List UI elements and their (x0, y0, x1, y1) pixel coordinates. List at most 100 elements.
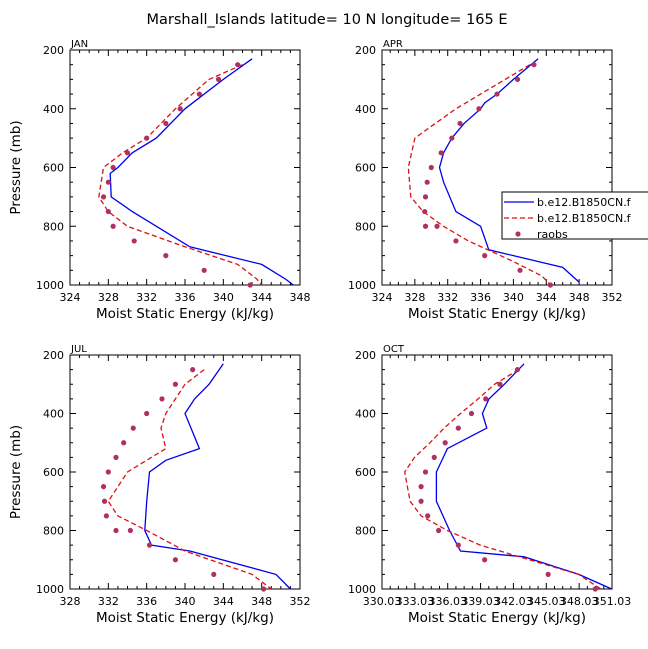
raobs-point (531, 62, 537, 68)
x-axis-label: Moist Static Energy (kJ/kg) (408, 306, 586, 322)
y-tick-label: 400 (43, 408, 64, 421)
x-tick-label: 332 (98, 595, 119, 608)
raobs-point (131, 238, 137, 244)
raobs-point (431, 454, 437, 460)
raobs-point (163, 253, 169, 259)
x-tick-label: 352 (602, 291, 623, 304)
panel-title: OCT (383, 344, 405, 355)
x-tick-label: 340 (175, 595, 196, 608)
y-tick-label: 600 (43, 162, 64, 175)
model-series-dashed-line (107, 369, 272, 590)
raobs-point (468, 410, 475, 417)
y-tick-label: 400 (43, 103, 64, 116)
raobs-point (514, 76, 521, 82)
x-tick-label: 344 (536, 291, 557, 304)
raobs-point (494, 91, 500, 97)
legend-label: b.e12.B1850CN.f (537, 212, 632, 225)
panel-oct: 330.03333.03336.03339.03342.03345.03348.… (348, 344, 631, 626)
raobs-point (163, 120, 169, 127)
x-tick-label: 336 (470, 291, 491, 304)
raobs-point (434, 223, 440, 229)
x-axis-label: Moist Static Energy (kJ/kg) (96, 610, 274, 626)
raobs-point (428, 164, 434, 171)
raobs-point (144, 410, 150, 417)
y-tick-label: 200 (355, 349, 376, 362)
raobs-point (124, 150, 131, 156)
raobs-point (130, 425, 136, 431)
x-tick-label: 330.03 (363, 595, 402, 608)
x-tick-label: 328 (404, 291, 425, 304)
raobs-point (514, 367, 521, 373)
raobs-point (100, 194, 107, 200)
x-tick-label: 344 (213, 595, 234, 608)
raobs-point (425, 513, 431, 519)
panel-jul: 328 332 336 340 344 348 352 200 400 600 800 1000 JUL… (8, 344, 311, 626)
y-tick-label: 1000 (36, 583, 64, 596)
legend: b.e12.B1850CN.f b.e12.B1850CN.f raobs (501, 191, 648, 241)
raobs-point (211, 571, 217, 577)
panel-title: APR (383, 39, 403, 50)
model-series-solid-line (435, 363, 612, 590)
x-tick-label: 352 (290, 595, 311, 608)
y-tick-label: 200 (43, 349, 64, 362)
x-axis-label: Moist Static Energy (kJ/kg) (408, 610, 586, 626)
y-tick-label: 800 (43, 525, 64, 538)
x-tick-label: 328 (60, 595, 81, 608)
legend-dot-marker (515, 231, 521, 237)
x-tick-label: 324 (372, 291, 393, 304)
x-tick-label: 332 (437, 291, 458, 304)
panel-title: JAN (70, 39, 88, 50)
y-tick-label: 400 (355, 408, 376, 421)
raobs-point (196, 91, 202, 97)
x-tick-label: 339.03 (461, 595, 500, 608)
y-tick-label: 1000 (348, 583, 376, 596)
x-tick-label: 351.03 (593, 595, 632, 608)
raobs-point (260, 586, 267, 592)
y-axis-label: Pressure (mb) (8, 120, 24, 214)
panel-jan: 324 328 332 336 340 344 348 200 400 600 800 1000 JAN… (8, 39, 311, 322)
x-tick-label: 336 (175, 291, 196, 304)
model-series-solid-line (144, 363, 291, 590)
raobs-point (101, 498, 108, 504)
x-tick-label: 333.03 (396, 595, 435, 608)
y-axis-label: Pressure (mb) (8, 425, 24, 519)
x-tick-label: 348 (251, 595, 272, 608)
raobs-point (105, 179, 111, 185)
raobs-point (545, 571, 551, 577)
raobs-point (247, 282, 253, 288)
model-series-solid-line (438, 58, 580, 283)
raobs-point (100, 484, 107, 490)
x-tick-label: 328 (98, 291, 119, 304)
raobs-point (457, 120, 463, 127)
plot-frame (69, 49, 301, 286)
raobs-point (453, 238, 459, 244)
panel-apr: 324 328 332 336 340 344 348 352 200 400 600 800 1000… (348, 39, 623, 322)
raobs-point (177, 106, 183, 112)
y-tick-label: 600 (355, 162, 376, 175)
x-tick-label: 340 (503, 291, 524, 304)
x-tick-label: 348 (569, 291, 590, 304)
y-tick-label: 400 (355, 103, 376, 116)
raobs-point (517, 267, 523, 273)
legend-label: raobs (537, 228, 568, 241)
x-tick-label: 345.03 (527, 595, 566, 608)
raobs-point (455, 542, 461, 548)
raobs-point (497, 381, 503, 387)
raobs-point (201, 267, 207, 273)
raobs-point (105, 208, 111, 215)
raobs-point (144, 135, 150, 141)
y-tick-label: 800 (355, 525, 376, 538)
raobs-point (418, 498, 424, 504)
y-tick-label: 600 (355, 466, 376, 479)
x-tick-label: 342.03 (494, 595, 533, 608)
y-tick-label: 200 (355, 44, 376, 57)
x-tick-label: 332 (136, 291, 157, 304)
x-tick-label: 344 (251, 291, 272, 304)
y-tick-label: 1000 (348, 279, 376, 292)
raobs-point (455, 425, 461, 431)
raobs-point (172, 381, 179, 387)
raobs-point (190, 367, 196, 373)
raobs-point (476, 106, 482, 112)
raobs-point (159, 396, 165, 402)
